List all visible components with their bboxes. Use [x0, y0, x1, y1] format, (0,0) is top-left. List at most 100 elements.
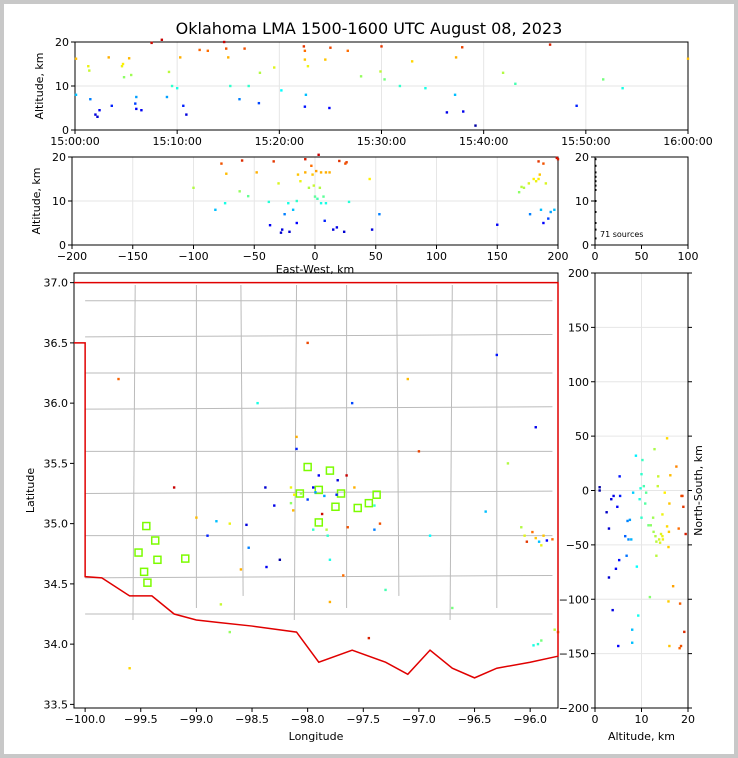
source-point [644, 491, 648, 494]
alt-count-bins [595, 158, 597, 240]
source-point [312, 184, 315, 187]
source-point [256, 401, 259, 405]
source-point [98, 109, 101, 112]
source-point [654, 534, 657, 538]
source-point [227, 56, 230, 59]
plan-view-x-axis-label: Longitude [289, 730, 344, 743]
source-point [378, 213, 381, 216]
source-point [265, 565, 268, 569]
source-point [658, 541, 662, 544]
county-line [132, 285, 136, 621]
source-point [653, 447, 656, 451]
source-point [642, 484, 646, 488]
x-tick-label: 100 [426, 250, 447, 263]
source-point [602, 78, 605, 81]
source-point [652, 530, 655, 534]
source-point [107, 56, 110, 59]
y-tick-label: 0 [582, 485, 589, 498]
alt-ew-points [192, 153, 560, 234]
source-point [474, 124, 477, 127]
source-point [523, 534, 526, 537]
source-point [160, 38, 164, 41]
source-point [424, 87, 427, 90]
x-tick-label: −98.0 [291, 713, 325, 726]
ns-alt-x-axis-label: Altitude, km [608, 730, 675, 743]
source-point [611, 608, 614, 612]
source-point [303, 58, 307, 61]
y-tick-label: −50 [566, 539, 589, 552]
station-marker [325, 466, 335, 475]
source-point [528, 213, 532, 216]
histogram-bin [595, 222, 597, 224]
x-tick-label: 200 [548, 250, 569, 263]
source-point [272, 160, 275, 163]
source-point [635, 565, 639, 568]
source-point [315, 169, 318, 173]
source-point [89, 98, 92, 101]
source-point [240, 159, 244, 162]
y-tick-label: 37.0 [44, 277, 69, 290]
x-tick-label: −98.5 [235, 713, 269, 726]
source-point [280, 228, 284, 231]
source-point [667, 545, 670, 549]
y-tick-label: 100 [568, 376, 589, 389]
x-tick-label: 10 [635, 713, 649, 726]
source-point [318, 186, 322, 189]
source-point [555, 156, 558, 160]
source-point [228, 522, 231, 525]
source-point [549, 210, 552, 214]
source-point [551, 538, 554, 541]
source-point [657, 475, 660, 478]
source-point [291, 509, 295, 512]
source-point [291, 208, 295, 211]
source-point [373, 504, 376, 507]
source-point [324, 58, 327, 61]
source-point [398, 84, 402, 88]
source-point [484, 510, 487, 513]
source-point [182, 104, 185, 107]
station-marker [150, 536, 160, 545]
x-tick-label: 150 [487, 250, 508, 263]
source-point [117, 377, 120, 381]
source-point [222, 40, 226, 44]
y-tick-label: −150 [559, 648, 589, 661]
source-point [678, 646, 681, 650]
source-point [129, 73, 133, 77]
histogram-bin [595, 228, 597, 231]
source-point [379, 70, 382, 73]
source-point [229, 84, 232, 88]
source-point [638, 498, 641, 501]
county-line [293, 285, 298, 621]
source-point [406, 377, 409, 381]
source-point [657, 538, 661, 541]
source-point [239, 568, 243, 571]
station-marker [331, 502, 340, 512]
alt-ew-x-axis-label: East-West, km [276, 263, 354, 276]
source-point [531, 530, 534, 534]
y-tick-label: 33.5 [44, 698, 69, 711]
source-point [542, 221, 545, 225]
source-point [342, 230, 346, 233]
source-point [150, 41, 153, 45]
source-point [316, 197, 319, 200]
plan-view-y-axis-label: Latitude [24, 468, 37, 514]
station-marker [364, 498, 374, 508]
source-point [553, 628, 556, 631]
source-point [453, 93, 457, 96]
y-tick-label: 10 [52, 195, 66, 208]
source-point [380, 45, 383, 48]
source-point [537, 160, 540, 163]
alt-time-points [74, 38, 690, 127]
source-point [665, 525, 669, 528]
source-point [607, 576, 611, 579]
county-line [85, 333, 553, 338]
station-marker [295, 489, 305, 498]
y-tick-label: 20 [575, 151, 589, 164]
x-tick-label: −97.5 [346, 713, 380, 726]
source-point [328, 171, 331, 174]
source-point [669, 474, 672, 477]
source-point [128, 667, 131, 670]
x-tick-label: 0 [312, 250, 319, 263]
source-point [661, 538, 665, 541]
source-point [283, 213, 286, 216]
